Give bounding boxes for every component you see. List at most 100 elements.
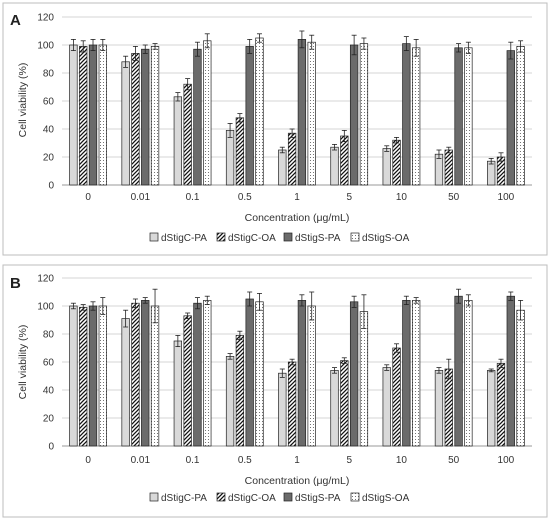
x-tick-label: 5 <box>346 192 352 203</box>
bar <box>225 130 235 186</box>
legend-label: dStigS-PA <box>295 233 341 244</box>
bar <box>349 44 359 186</box>
bar <box>203 40 212 186</box>
legend-label: dStigS-OA <box>362 493 410 504</box>
x-tick-label: 0.5 <box>238 192 252 203</box>
plot-area-a: 0 20 40 60 80 100 120 0 0.01 0.1 0.5 1 5 10 50 100 <box>37 13 532 203</box>
bar <box>141 48 150 186</box>
bar <box>496 363 506 447</box>
legend-label: dStigC-OA <box>228 233 276 244</box>
bar <box>150 305 160 447</box>
plot-area-b: 0 20 40 60 80 100 120 0 0.01 0.1 0.5 1 5 10 50 100 <box>37 274 532 466</box>
bar <box>402 300 411 447</box>
bar <box>173 340 183 447</box>
y-axis-title: Cell viability (%) <box>17 63 29 138</box>
bar <box>131 53 140 186</box>
panel-b: B Cell viability (%) Concentration (μg/m… <box>2 264 548 518</box>
x-tick-label: 0.01 <box>131 192 151 203</box>
y-tick-label: 20 <box>43 153 55 164</box>
y-tick-label: 40 <box>43 386 55 397</box>
bar <box>349 301 359 447</box>
bar <box>88 305 98 447</box>
y-tick-label: 20 <box>43 414 55 425</box>
bar <box>69 44 78 186</box>
bar <box>359 43 369 186</box>
y-tick-label: 100 <box>37 302 54 313</box>
legend-swatch <box>350 492 360 502</box>
bar <box>516 309 525 447</box>
bar <box>297 300 307 447</box>
legend-b: dStigC-PA dStigC-OA dStigS-PA dStigS-OA <box>149 492 410 504</box>
bar <box>307 305 316 447</box>
x-tick-label: 0.1 <box>186 455 200 466</box>
bar <box>98 305 107 447</box>
x-tick-label: 50 <box>448 192 460 203</box>
bar <box>411 47 421 186</box>
bar <box>193 302 202 447</box>
y-tick-label: 120 <box>37 13 54 24</box>
y-tick-label: 80 <box>43 330 55 341</box>
bar <box>121 61 130 186</box>
bar <box>235 117 245 186</box>
bar <box>183 83 192 186</box>
bar <box>392 347 401 447</box>
bar <box>444 368 453 447</box>
legend-swatch <box>350 232 360 242</box>
bar <box>506 50 515 186</box>
x-tick-label: 1 <box>294 455 300 466</box>
bar <box>150 46 160 186</box>
bar <box>340 135 349 186</box>
bar <box>487 160 496 186</box>
bar <box>69 305 78 447</box>
bar <box>434 370 444 447</box>
y-tick-label: 120 <box>37 274 54 285</box>
legend-label: dStigC-OA <box>228 493 276 504</box>
legend-label: dStigC-PA <box>161 493 207 504</box>
panel-b-label: B <box>10 275 21 292</box>
bar <box>287 132 297 186</box>
bar <box>382 148 391 186</box>
bar <box>516 46 525 186</box>
x-tick-label: 50 <box>448 455 460 466</box>
legend-swatch <box>283 492 293 502</box>
y-tick-label: 40 <box>43 125 55 136</box>
legend-swatch <box>149 232 159 242</box>
x-tick-label: 0.01 <box>131 455 151 466</box>
x-tick-label: 5 <box>346 455 352 466</box>
legend-swatch <box>149 492 159 502</box>
bar <box>506 295 515 447</box>
bar <box>255 301 264 447</box>
bar <box>183 315 192 447</box>
bar <box>141 300 150 447</box>
bar <box>131 302 140 447</box>
x-tick-label: 0 <box>85 192 91 203</box>
x-tick-label: 1 <box>294 192 300 203</box>
bar <box>225 356 235 447</box>
bar <box>79 46 88 186</box>
bar <box>464 47 473 186</box>
bar <box>278 372 287 447</box>
x-tick-label: 0.5 <box>238 455 252 466</box>
bar <box>382 367 391 447</box>
bar <box>203 300 212 447</box>
y-tick-label: 60 <box>43 97 55 108</box>
bar <box>402 43 411 186</box>
bar <box>278 149 287 186</box>
bar <box>121 318 130 447</box>
bar <box>193 48 202 186</box>
x-tick-label: 0 <box>85 455 91 466</box>
bar <box>330 146 339 186</box>
y-tick-label: 60 <box>43 358 55 369</box>
legend-swatch <box>283 232 293 242</box>
bar <box>255 37 264 186</box>
bar <box>307 41 316 186</box>
legend-swatch <box>216 232 226 242</box>
bar <box>79 307 88 447</box>
bar <box>98 44 107 186</box>
legend-label: dStigS-PA <box>295 493 341 504</box>
bar <box>464 300 473 447</box>
bar <box>392 139 401 186</box>
y-axis-title: Cell viability (%) <box>17 325 29 400</box>
y-tick-label: 80 <box>43 69 55 80</box>
